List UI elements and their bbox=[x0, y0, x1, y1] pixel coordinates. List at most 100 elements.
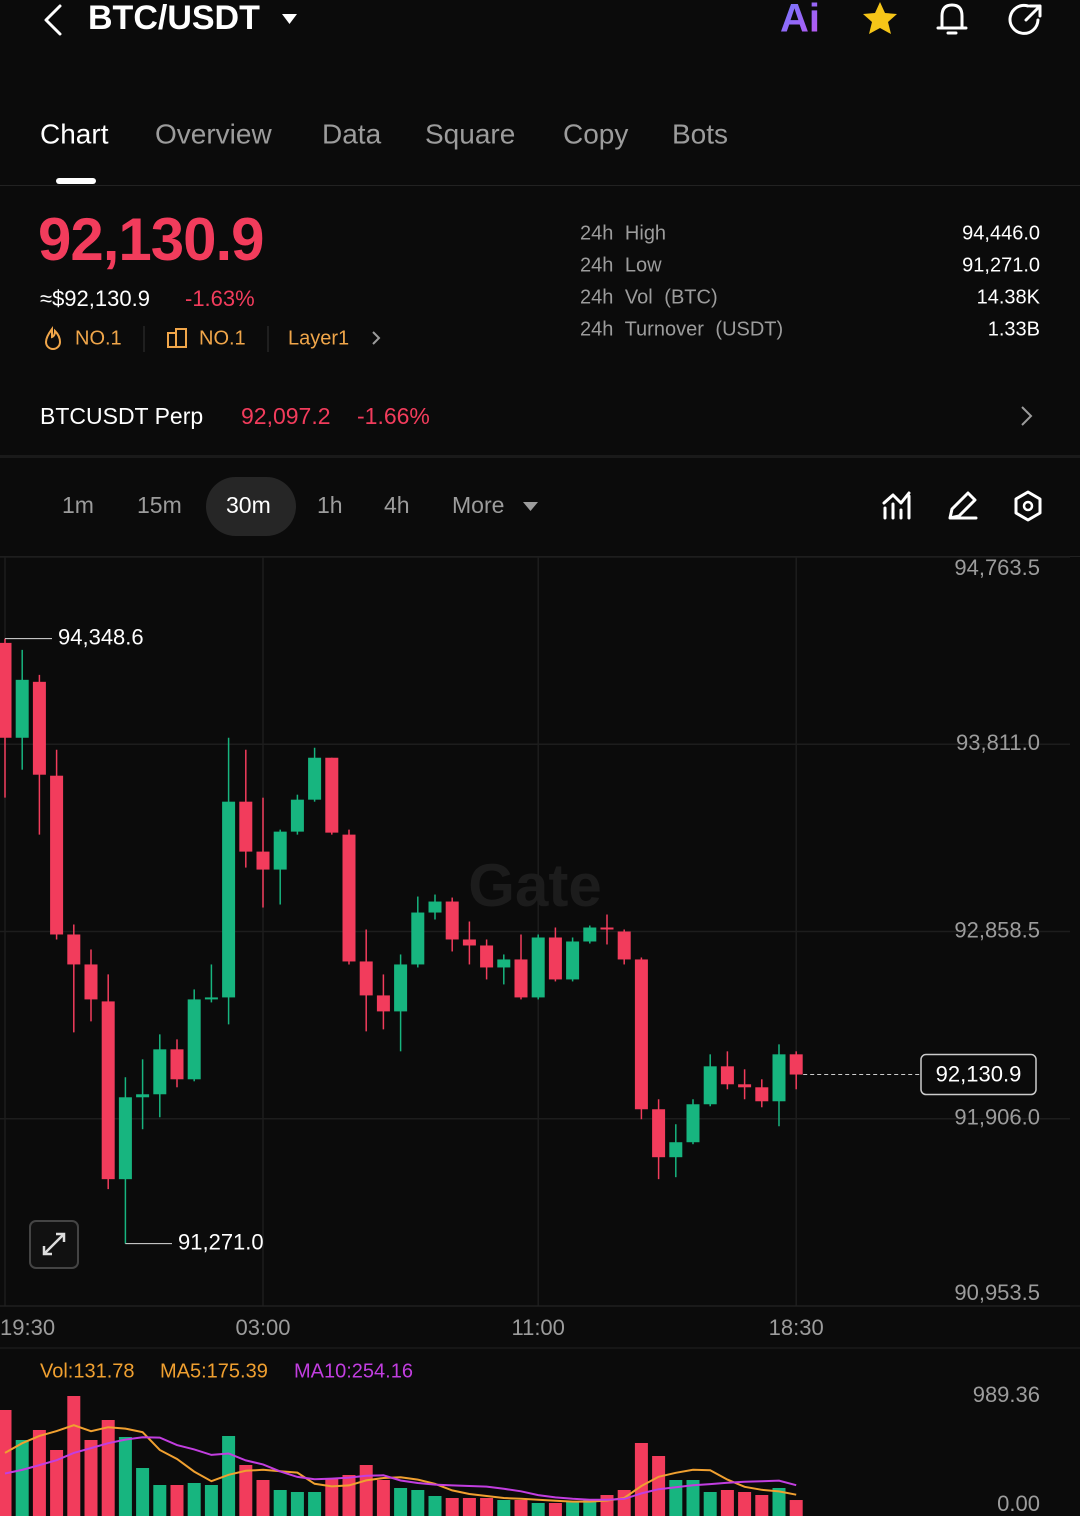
x-tick-label: 03:00 bbox=[235, 1315, 290, 1340]
volume-bar bbox=[290, 1491, 304, 1516]
sector-icon bbox=[167, 328, 187, 348]
candle-body bbox=[566, 941, 580, 980]
chart: Gate 19:30 03:00 11:00 18:30 94,763.5 93,811.0… bbox=[0, 555, 1080, 1516]
share-button[interactable] bbox=[1008, 3, 1042, 35]
ai-button[interactable]: Ai bbox=[780, 0, 820, 41]
alert-bell[interactable] bbox=[936, 3, 968, 35]
min-label: 91,271.0 bbox=[178, 1229, 264, 1254]
perp-price: 92,097.2 bbox=[241, 403, 331, 429]
candle-body bbox=[136, 1094, 150, 1098]
candle-body bbox=[497, 959, 511, 968]
perp-name[interactable]: BTCUSDT Perp bbox=[40, 403, 203, 429]
volume-bar bbox=[531, 1502, 545, 1516]
volume-bar bbox=[256, 1480, 270, 1516]
candle-body bbox=[634, 959, 648, 1110]
usd-price: ≈$92,130.9 bbox=[40, 286, 150, 311]
volume-bar bbox=[686, 1480, 700, 1516]
candle-body bbox=[600, 927, 614, 930]
interval[interactable]: 30m bbox=[226, 492, 271, 518]
candle-body bbox=[428, 901, 442, 913]
candle-body bbox=[32, 681, 46, 775]
volume-bar bbox=[50, 1449, 64, 1516]
candle-body bbox=[480, 945, 494, 968]
candle-body bbox=[0, 642, 12, 738]
ma-line bbox=[4, 1424, 797, 1503]
hot-icon bbox=[44, 325, 62, 350]
volume-bar bbox=[738, 1491, 752, 1516]
candle-body bbox=[204, 997, 218, 1000]
max-label: 94,348.6 bbox=[58, 624, 144, 649]
stat-value: 1.33B bbox=[988, 318, 1040, 340]
candle-body bbox=[325, 757, 339, 833]
volume-bar bbox=[32, 1429, 46, 1516]
candle-body bbox=[514, 959, 528, 998]
volume-bar bbox=[204, 1484, 218, 1516]
candle-body bbox=[617, 931, 631, 960]
interval[interactable]: More bbox=[452, 492, 504, 518]
candle-body bbox=[669, 1142, 683, 1158]
stat-value: 91,271.0 bbox=[962, 254, 1040, 276]
y-tick-label: 92,858.5 bbox=[954, 917, 1040, 942]
pair-title[interactable]: BTC/USDT bbox=[88, 0, 260, 37]
candle-body bbox=[50, 775, 64, 935]
volume-bar bbox=[772, 1487, 786, 1516]
back-button[interactable] bbox=[44, 4, 62, 36]
divider bbox=[0, 455, 1080, 458]
settings-button-dot bbox=[1022, 500, 1034, 512]
sector-rank[interactable]: NO.1 bbox=[199, 327, 246, 349]
stat-value: 14.38K bbox=[977, 286, 1041, 308]
volume-bar bbox=[445, 1498, 459, 1516]
tab[interactable]: Copy bbox=[563, 118, 628, 149]
candle-body bbox=[170, 1049, 184, 1080]
volume-bar bbox=[67, 1396, 81, 1516]
volume-bar bbox=[118, 1436, 132, 1516]
hot-rank[interactable]: NO.1 bbox=[75, 327, 122, 349]
tab[interactable]: Square bbox=[425, 118, 515, 149]
draw-button[interactable] bbox=[948, 491, 978, 520]
favorite-star[interactable] bbox=[863, 2, 897, 34]
volume-bar bbox=[376, 1480, 390, 1516]
candle-body bbox=[703, 1066, 717, 1105]
y-tick-label: 989.36 bbox=[973, 1382, 1040, 1407]
volume-bar bbox=[359, 1464, 373, 1516]
interval[interactable]: 4h bbox=[384, 492, 410, 518]
pair-dropdown[interactable] bbox=[282, 14, 297, 24]
settings-button[interactable] bbox=[1014, 490, 1042, 522]
legend-entry: MA10:254.16 bbox=[294, 1360, 413, 1382]
volume-bar bbox=[325, 1477, 339, 1516]
volume-bar bbox=[136, 1467, 150, 1516]
stat-label: 24h Vol (BTC) bbox=[580, 286, 718, 308]
candle-body bbox=[153, 1049, 167, 1095]
volume-bar bbox=[273, 1489, 287, 1516]
candle-body bbox=[394, 964, 408, 1012]
volume-bar bbox=[428, 1495, 442, 1516]
volume-bar bbox=[394, 1487, 408, 1516]
volume-bar bbox=[566, 1502, 580, 1516]
volume-bar bbox=[411, 1489, 425, 1516]
chevron[interactable] bbox=[1021, 406, 1033, 426]
volume-bar bbox=[703, 1491, 717, 1516]
indicator-button[interactable] bbox=[882, 491, 911, 520]
interval[interactable]: 15m bbox=[137, 492, 182, 518]
candle-body bbox=[583, 927, 597, 942]
tab[interactable]: Chart bbox=[40, 118, 109, 149]
interval[interactable]: 1m bbox=[62, 492, 94, 518]
tab[interactable]: Data bbox=[322, 118, 382, 149]
candle-body bbox=[686, 1104, 700, 1143]
volume-bar bbox=[462, 1498, 476, 1516]
candle-body bbox=[290, 799, 304, 832]
candle-body bbox=[376, 995, 390, 1012]
more-dropdown[interactable] bbox=[523, 502, 538, 511]
interval[interactable]: 1h bbox=[317, 492, 343, 518]
price-change: -1.63% bbox=[185, 286, 255, 311]
stat-label: 24h Turnover (USDT) bbox=[580, 318, 783, 340]
candle-body bbox=[738, 1084, 752, 1088]
candle-body bbox=[101, 1001, 115, 1180]
tab[interactable]: Overview bbox=[155, 118, 272, 149]
ma-line bbox=[4, 1436, 797, 1501]
tab[interactable]: Bots bbox=[672, 118, 728, 149]
sector-tag[interactable]: Layer1 bbox=[288, 327, 349, 349]
